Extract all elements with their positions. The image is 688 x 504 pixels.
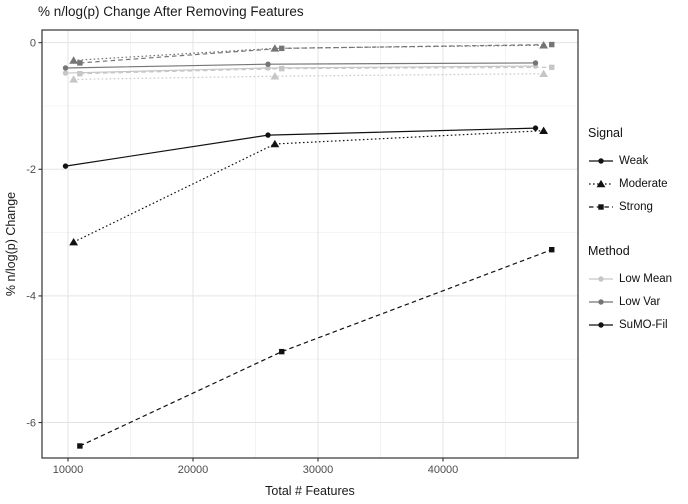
y-tick-label: -2 (26, 164, 36, 176)
series-line (73, 44, 544, 61)
legend-item-label: Strong (619, 200, 653, 213)
legend-item-label: Low Mean (619, 272, 673, 285)
series-line (65, 127, 536, 167)
circle-marker-icon (589, 275, 613, 282)
circle-marker-icon (589, 157, 613, 164)
legend-group-signal: Signal Weak Moderate Strong (588, 126, 686, 218)
square-marker-icon (589, 203, 613, 210)
x-tick-label: 10000 (53, 464, 84, 476)
gridlines-major (42, 30, 578, 458)
data-series (62, 41, 555, 449)
circle-marker-icon (589, 321, 613, 328)
legend-title-method: Method (588, 244, 630, 258)
gridlines-minor (42, 30, 578, 458)
legend-item-low-var: Low Var (588, 290, 686, 313)
triangle-marker-icon (589, 179, 613, 187)
legend-items-method: Low Mean Low Var SuMO-Fil (588, 267, 686, 336)
legend-title-signal: Signal (588, 126, 623, 140)
series-line (79, 249, 552, 447)
x-tick-label: 40000 (428, 464, 459, 476)
legend-item-label: Moderate (619, 177, 668, 190)
legend-item-label: Low Var (619, 295, 661, 308)
legend-item-moderate: Moderate (588, 172, 686, 195)
series-line (79, 43, 552, 64)
legend-item-sumo-fil: SuMO-Fil (588, 313, 686, 336)
y-tick-label: -4 (26, 291, 36, 303)
series-line (73, 130, 544, 243)
legend-item-strong: Strong (588, 195, 686, 218)
legend-group-method: Method Low Mean Low Var SuMO-Fil (588, 244, 686, 336)
x-tick-label: 20000 (178, 464, 209, 476)
legend-item-label: Weak (619, 154, 649, 167)
chart-title: % n/log(p) Change After Removing Feature… (38, 4, 304, 19)
axis-ticks (38, 42, 444, 462)
series-line (73, 73, 544, 80)
panel-border (41, 29, 579, 459)
axis-tick-labels: 10000 20000 30000 40000 0 -2 -4 -6 (26, 37, 458, 476)
x-axis-title: Total # Features (265, 484, 355, 498)
circle-marker-icon (589, 298, 613, 305)
y-tick-label: 0 (30, 37, 36, 49)
legend: Signal Weak Moderate Strong Method Low Mea… (588, 126, 686, 336)
legend-item-low-mean: Low Mean (588, 267, 686, 290)
y-tick-label: -6 (26, 417, 36, 429)
legend-item-weak: Weak (588, 149, 686, 172)
legend-item-label: SuMO-Fil (619, 318, 668, 331)
legend-items-signal: Weak Moderate Strong (588, 149, 686, 218)
x-tick-label: 30000 (303, 464, 334, 476)
